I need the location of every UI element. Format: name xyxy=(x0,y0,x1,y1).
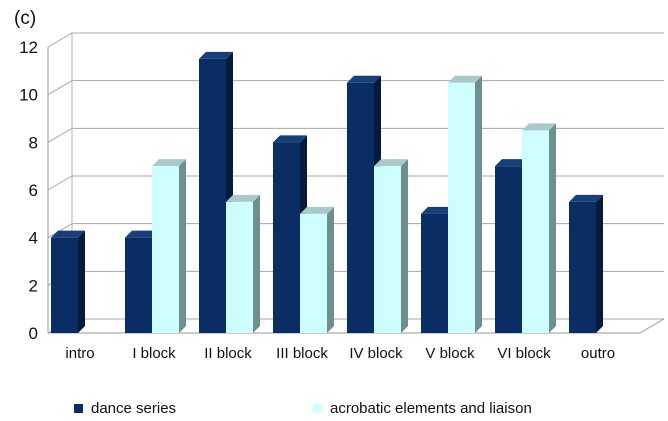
legend-item-acrobatic: acrobatic elements and liaison xyxy=(313,400,532,417)
bar-acrobatic-1-side xyxy=(179,159,186,333)
bar-dance-7-front xyxy=(569,201,596,333)
x-tick-label: I block xyxy=(132,345,176,362)
panel-label: (c) xyxy=(14,8,37,29)
legend-label-dance-series: dance series xyxy=(91,400,177,417)
bar-dance-7 xyxy=(569,194,603,333)
bar-dance-6-front xyxy=(495,166,522,333)
x-tick-label: VI block xyxy=(497,345,551,362)
legend-swatch-acrobatic xyxy=(313,404,322,413)
x-tick-label: IV block xyxy=(349,345,403,362)
bar-dance-7-side xyxy=(596,194,603,333)
y-tick-label: 12 xyxy=(19,38,38,57)
bar-acrobatic-5-side xyxy=(475,75,482,333)
bar-acrobatic-6-front xyxy=(522,130,549,333)
bar-acrobatic-5 xyxy=(448,75,482,333)
bar-acrobatic-2 xyxy=(226,194,260,333)
x-tick-label: III block xyxy=(276,345,328,362)
bar-acrobatic-6 xyxy=(522,123,556,334)
bar-dance-3-front xyxy=(273,142,300,333)
y-tick-labels: 0 2 4 6 8 10 12 xyxy=(19,38,38,343)
y-tick-label: 2 xyxy=(29,276,38,295)
bar-acrobatic-1-top xyxy=(152,159,186,167)
y-tick-label: 4 xyxy=(29,229,38,248)
bar-acrobatic-2-front xyxy=(226,201,253,333)
bar-dance-6-top xyxy=(495,159,529,167)
bar-chart: 0 2 4 6 8 10 12 intro I block II block III block I… xyxy=(19,32,665,362)
bar-acrobatic-4-top xyxy=(374,159,408,167)
bar-acrobatic-5-front xyxy=(448,82,475,333)
bar-acrobatic-4-side xyxy=(401,159,408,333)
floor-right-edge xyxy=(639,318,665,334)
x-tick-labels: intro I block II block III block IV block V b… xyxy=(65,345,615,362)
x-tick-label: II block xyxy=(204,345,252,362)
bar-acrobatic-3 xyxy=(300,206,334,333)
bar-dance-0 xyxy=(51,230,85,333)
bar-acrobatic-2-side xyxy=(253,194,260,333)
bar-dance-0-side xyxy=(78,230,85,333)
bar-dance-2-top xyxy=(199,51,233,59)
bar-acrobatic-3-top xyxy=(300,206,334,214)
y-tick-label: 10 xyxy=(19,86,38,105)
bar-acrobatic-2-top xyxy=(226,194,260,202)
bar-acrobatic-3-side xyxy=(327,206,334,333)
y-tick-label: 0 xyxy=(29,324,38,343)
bar-dance-5-top xyxy=(421,206,455,214)
bar-acrobatic-3-front xyxy=(300,213,327,333)
bar-acrobatic-6-side xyxy=(549,123,556,334)
bar-acrobatic-1-front xyxy=(152,166,179,333)
bar-dance-7-top xyxy=(569,194,603,202)
bar-dance-3-top xyxy=(273,135,307,143)
bar-dance-5-front xyxy=(421,213,448,333)
bar-acrobatic-4 xyxy=(374,159,408,333)
bar-acrobatic-5-top xyxy=(448,75,482,83)
bar-dance-0-front xyxy=(51,237,78,333)
bar-acrobatic-1 xyxy=(152,159,186,333)
x-tick-label: outro xyxy=(581,345,615,362)
bar-dance-4-top xyxy=(347,75,381,83)
legend-label-acrobatic: acrobatic elements and liaison xyxy=(330,400,532,417)
x-tick-label: V block xyxy=(425,345,475,362)
gridline-12 xyxy=(47,32,664,48)
legend-swatch-dance-series xyxy=(74,404,83,413)
bar-dance-1-front xyxy=(125,237,152,333)
bar-dance-1-top xyxy=(125,230,159,238)
bar-dance-2-front xyxy=(199,58,226,334)
bar-acrobatic-4-front xyxy=(374,166,401,333)
bar-dance-2 xyxy=(199,51,233,334)
bar-acrobatic-6-top xyxy=(522,123,556,131)
bar-dance-4-front xyxy=(347,82,374,333)
legend-item-dance-series: dance series xyxy=(74,400,176,417)
y-tick-label: 6 xyxy=(29,181,38,200)
bars xyxy=(51,51,603,334)
x-tick-label: intro xyxy=(65,345,94,362)
y-tick-label: 8 xyxy=(29,133,38,152)
bar-dance-0-top xyxy=(51,230,85,238)
